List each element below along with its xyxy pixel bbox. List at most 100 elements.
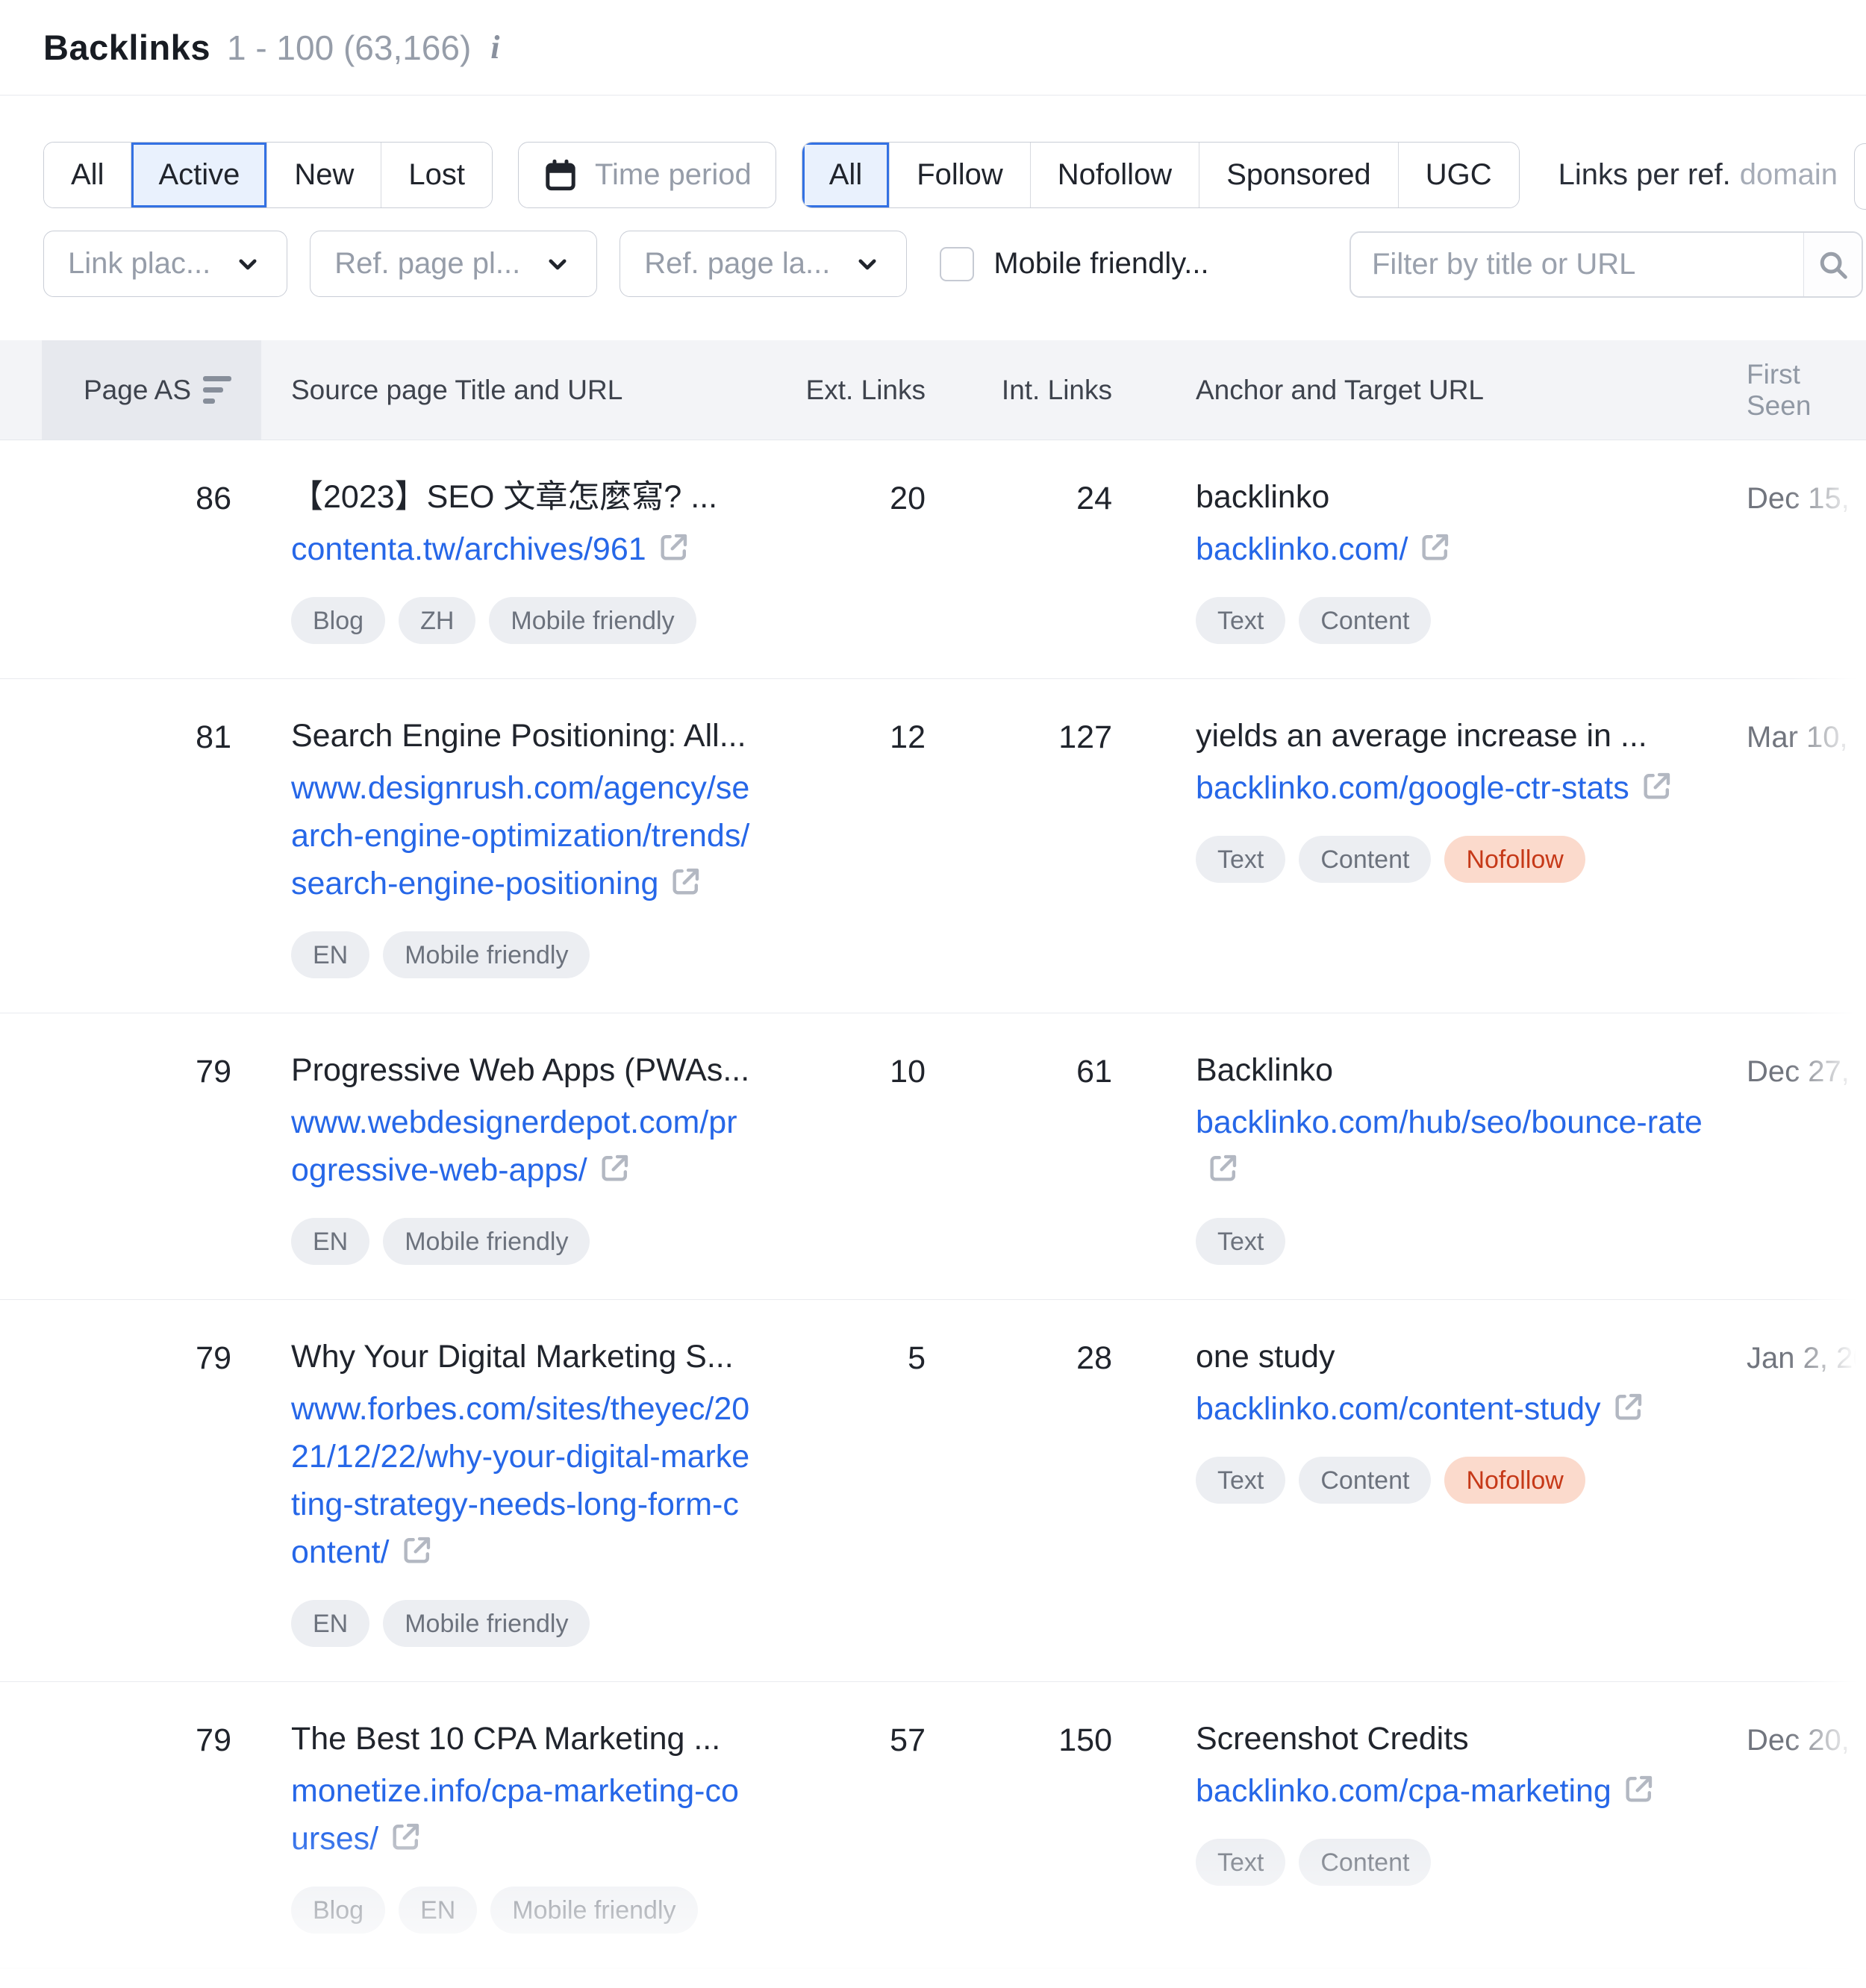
follow-filter-ugc[interactable]: UGC [1397, 143, 1519, 207]
target-url-link[interactable]: backlinko.com/content-study [1196, 1391, 1601, 1427]
calendar-icon [543, 157, 578, 193]
source-tag-pill: Mobile friendly [489, 597, 696, 644]
chevron-down-icon [852, 249, 882, 279]
page-as-value: 79 [196, 1340, 231, 1376]
links-per-ref-label[interactable]: Links per ref. domain [1558, 158, 1838, 191]
anchor-tag-pill: Text [1196, 597, 1286, 644]
source-tag-pill: Blog [291, 1887, 386, 1934]
filter-dropdown-2[interactable]: Ref. page la... [620, 231, 908, 297]
target-url-link[interactable]: backlinko.com/ [1196, 531, 1408, 567]
int-links-value: 150 [1058, 1722, 1112, 1758]
source-url-link[interactable]: monetize.info/cpa-marketing-courses/ [291, 1773, 739, 1857]
filter-dropdown-label: Ref. page pl... [334, 247, 521, 280]
target-url-link[interactable]: backlinko.com/hub/seo/bounce-rate [1196, 1104, 1703, 1140]
follow-filter-all[interactable]: All [802, 143, 890, 207]
source-tags: Blog EN Mobile friendly [291, 1887, 754, 1934]
anchor-tag-pill: Text [1196, 1457, 1286, 1504]
source-cell: Progressive Web Apps (PWAs... www.webdesi… [261, 1013, 784, 1299]
target-url-line: backlinko.com/cpa-marketing [1196, 1767, 1732, 1819]
external-link-icon[interactable] [389, 1819, 423, 1867]
source-url-line: www.webdesignerdepot.com/progressive-web… [291, 1098, 754, 1198]
external-link-icon[interactable] [1622, 1772, 1656, 1819]
status-filter-active[interactable]: Active [131, 143, 267, 207]
status-filter-lost[interactable]: Lost [381, 143, 493, 207]
anchor-cell: Screenshot Credits backlinko.com/cpa-mark… [1142, 1682, 1732, 1968]
page-as-value: 79 [196, 1722, 231, 1758]
follow-filter-sponsored[interactable]: Sponsored [1199, 143, 1398, 207]
external-link-icon[interactable] [1418, 530, 1452, 578]
source-url-link[interactable]: www.designrush.com/agency/search-engine-… [291, 770, 750, 901]
search-input[interactable] [1351, 233, 1803, 296]
column-header-first-seen[interactable]: First Seen [1747, 358, 1812, 421]
source-tags: EN Mobile friendly [291, 931, 754, 978]
first-seen-value: Dec 15, [1747, 482, 1850, 515]
info-icon[interactable]: i [490, 29, 500, 66]
external-link-icon[interactable] [400, 1533, 434, 1581]
source-tag-pill: Mobile friendly [383, 1218, 590, 1265]
source-url-line: contenta.tw/archives/961 [291, 525, 754, 578]
column-header-anchor-target[interactable]: Anchor and Target URL [1196, 374, 1484, 405]
external-link-icon[interactable] [598, 1151, 632, 1198]
first-seen-value: Jan 2, 20 [1747, 1342, 1866, 1375]
filter-dropdown-label: Ref. page la... [644, 247, 831, 280]
target-url-line: backlinko.com/hub/seo/bounce-rate [1196, 1098, 1732, 1198]
table-row: 79 Why Your Digital Marketing S... www.for… [0, 1300, 1866, 1682]
page-as-value: 79 [196, 1054, 231, 1090]
status-filter-all[interactable]: All [44, 143, 131, 207]
follow-filter-nofollow[interactable]: Nofollow [1029, 143, 1199, 207]
mobile-friendly-checkbox[interactable] [940, 246, 975, 281]
external-link-icon[interactable] [1640, 769, 1674, 816]
mobile-friendly-filter[interactable]: Mobile friendly... [940, 246, 1209, 281]
source-url-line: monetize.info/cpa-marketing-courses/ [291, 1767, 754, 1867]
cut-off-button[interactable] [1854, 143, 1866, 210]
filter-dropdown-1[interactable]: Ref. page pl... [310, 231, 598, 297]
source-cell: Why Your Digital Marketing S... www.forbe… [261, 1300, 784, 1681]
anchor-tags: Text Content [1196, 597, 1732, 644]
anchor-tags: Text [1196, 1218, 1732, 1265]
external-link-icon[interactable] [657, 530, 691, 578]
anchor-tag-pill: Text [1196, 1218, 1286, 1265]
follow-filter-follow[interactable]: Follow [889, 143, 1030, 207]
column-header-source[interactable]: Source page Title and URL [291, 374, 623, 405]
search-button[interactable] [1803, 233, 1862, 296]
anchor-tags: Text Content Nofollow [1196, 836, 1732, 883]
target-url-link[interactable]: backlinko.com/cpa-marketing [1196, 1773, 1611, 1809]
ext-links-value: 10 [890, 1054, 926, 1090]
ext-links-value: 20 [890, 481, 926, 516]
source-page-title: The Best 10 CPA Marketing ... [291, 1721, 721, 1757]
chevron-down-icon [233, 249, 263, 279]
sort-desc-icon [203, 376, 231, 404]
table-body: 86 【2023】SEO 文章怎麼寫? ... contenta.tw/archiv… [0, 440, 1866, 1988]
backlinks-table: Page AS Source page Title and URL Ext. L… [0, 340, 1866, 1988]
source-url-link[interactable]: www.forbes.com/sites/theyec/2021/12/22/w… [291, 1391, 750, 1570]
anchor-cell: one study backlinko.com/content-study Text… [1142, 1300, 1732, 1681]
table-row: 81 Search Engine Positioning: All... www.d… [0, 679, 1866, 1013]
source-cell: Search Engine Positioning: All... www.des… [261, 679, 784, 1013]
source-page-title: Progressive Web Apps (PWAs... [291, 1052, 750, 1088]
external-link-icon[interactable] [1611, 1390, 1646, 1437]
first-seen-value: Dec 20, [1747, 1724, 1850, 1757]
source-page-title: Why Your Digital Marketing S... [291, 1339, 734, 1375]
time-period-button[interactable]: Time period [518, 142, 776, 208]
source-url-link[interactable]: www.webdesignerdepot.com/progressive-web… [291, 1104, 737, 1188]
anchor-tag-pill: Content [1299, 1457, 1432, 1504]
source-url-link[interactable]: contenta.tw/archives/961 [291, 531, 646, 567]
ext-links-value: 5 [908, 1340, 926, 1376]
source-tags: EN Mobile friendly [291, 1600, 754, 1647]
page-as-value: 86 [196, 481, 231, 516]
status-filter-new[interactable]: New [266, 143, 381, 207]
target-url-link[interactable]: backlinko.com/google-ctr-stats [1196, 770, 1629, 806]
anchor-text: backlinko [1196, 479, 1330, 515]
external-link-icon[interactable] [1206, 1151, 1241, 1198]
anchor-tag-pill: Nofollow [1444, 1457, 1585, 1504]
external-link-icon[interactable] [669, 864, 703, 912]
column-header-ext-links[interactable]: Ext. Links [805, 374, 926, 405]
page-title: Backlinks [43, 28, 210, 67]
source-tag-pill: Mobile friendly [383, 1600, 590, 1647]
int-links-value: 129 [955, 1969, 1142, 1988]
source-tag-pill: ZH [399, 597, 476, 644]
anchor-tag-pill: Content [1299, 597, 1432, 644]
filter-dropdown-0[interactable]: Link plac... [43, 231, 288, 297]
column-header-int-links[interactable]: Int. Links [1001, 374, 1112, 405]
column-header-page-as[interactable]: Page AS [0, 340, 261, 440]
